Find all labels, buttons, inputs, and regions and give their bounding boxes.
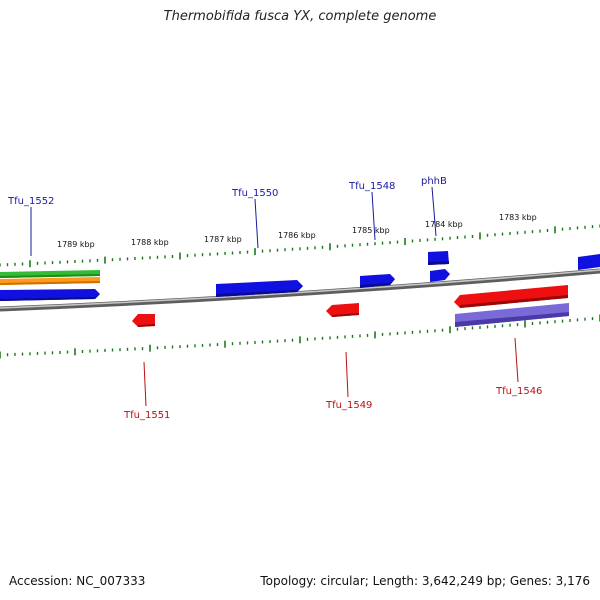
- gene-reverse-tfu1546[interactable]: [454, 285, 568, 308]
- gene-forward-right-edge[interactable]: [578, 254, 600, 270]
- ruler-top: [0, 224, 600, 268]
- leader-tfu1550: [254, 198, 259, 249]
- map-title: Thermobifida fusca YX, complete genome: [163, 9, 437, 24]
- gene-reverse-tfu1546-edge: [460, 295, 568, 308]
- gene-label-tfu1551[interactable]: Tfu_1551: [123, 410, 170, 421]
- gene-reverse-tfu1551-edge: [138, 324, 155, 327]
- gene-reverse-tfu1549[interactable]: [326, 303, 359, 317]
- kbp-label-1787: 1787 kbp: [204, 235, 242, 244]
- gene-label-tfu1552[interactable]: Tfu_1552: [7, 196, 54, 207]
- feature-track-orange-edge: [0, 281, 100, 285]
- gene-forward-phhb-edge: [428, 261, 449, 265]
- feature-track-purple-edge: [455, 312, 569, 327]
- gene-reverse-tfu1551[interactable]: [132, 314, 155, 327]
- feature-track-green-edge: [0, 274, 100, 278]
- accession-text: Accession: NC_007333: [9, 574, 146, 588]
- gene-label-phhb[interactable]: phhB: [421, 176, 447, 187]
- kbp-label-1788: 1788 kbp: [131, 238, 169, 247]
- leader-tfu1546: [514, 337, 519, 383]
- gene-forward-tfu1550-edge: [216, 286, 303, 297]
- gene-label-tfu1550[interactable]: Tfu_1550: [231, 188, 278, 199]
- genome-backbone-highlight: [0, 269, 600, 309]
- gene-forward-small[interactable]: [430, 269, 450, 282]
- genome-backbone: [0, 268, 600, 312]
- leader-phhb: [431, 186, 437, 237]
- kbp-label-1786: 1786 kbp: [278, 231, 316, 240]
- gene-forward-tfu1548-edge: [360, 279, 395, 288]
- kbp-label-1784: 1784 kbp: [425, 220, 463, 229]
- gene-forward-tfu1552-edge: [0, 294, 100, 301]
- kbp-label-1785: 1785 kbp: [352, 226, 390, 235]
- gene-reverse-tfu1549-edge: [332, 313, 359, 317]
- gene-label-tfu1548[interactable]: Tfu_1548: [348, 181, 395, 192]
- kbp-label-1783: 1783 kbp: [499, 213, 537, 222]
- leader-tfu1548: [371, 191, 376, 241]
- gene-label-tfu1546[interactable]: Tfu_1546: [495, 386, 542, 397]
- kbp-label-1789: 1789 kbp: [57, 240, 95, 249]
- ruler-bottom: [0, 314, 600, 359]
- topology-summary: Topology: circular; Length: 3,642,249 bp…: [260, 574, 590, 588]
- leader-tfu1549: [345, 351, 349, 398]
- gene-label-tfu1549[interactable]: Tfu_1549: [325, 400, 372, 411]
- leader-tfu1551: [143, 361, 147, 407]
